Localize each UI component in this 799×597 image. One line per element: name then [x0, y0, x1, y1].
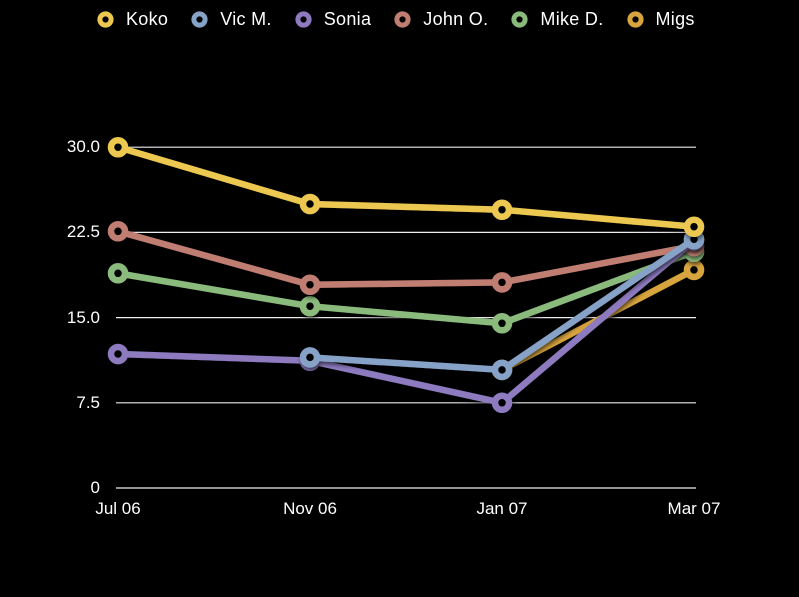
y-axis-label: 7.5 — [76, 393, 100, 412]
x-axis-label: Jan 07 — [476, 499, 528, 518]
chart-legend: Koko Vic M. Sonia John O. Mike D. Migs — [96, 6, 695, 32]
legend-item-john-o: John O. — [393, 9, 488, 30]
series-marker-icon — [295, 10, 312, 28]
data-point-marker-sonia — [107, 343, 129, 365]
data-point-marker-mike-d — [299, 295, 321, 317]
y-axis-label: 15.0 — [66, 308, 100, 327]
series-marker-icon — [511, 10, 529, 28]
series-marker-icon — [394, 10, 411, 28]
legend-label: Migs — [655, 8, 695, 29]
data-point-marker-john-o — [299, 274, 321, 295]
legend-item-koko: Koko — [96, 9, 168, 30]
series-marker-icon — [626, 10, 644, 28]
series-marker-icon — [97, 10, 114, 28]
data-point-marker-mike-d — [107, 263, 129, 284]
series-marker-icon — [191, 10, 208, 28]
data-point-marker-koko — [299, 193, 321, 215]
series-line-sonia — [114, 237, 698, 407]
data-point-marker-koko — [683, 216, 705, 237]
data-point-marker-koko — [107, 136, 129, 158]
data-point-marker-john-o — [491, 272, 513, 293]
legend-label: Koko — [126, 8, 169, 29]
data-point-marker-migs — [683, 259, 705, 281]
legend-item-migs: Migs — [626, 9, 695, 30]
series-vic-m — [299, 228, 705, 381]
legend-label: Sonia — [323, 8, 372, 29]
y-axis-label: 22.5 — [66, 222, 100, 241]
data-point-marker-mike-d — [491, 313, 513, 334]
x-axis-label: Nov 06 — [283, 499, 337, 518]
series-line-mike-d — [114, 248, 698, 327]
data-point-marker-koko — [491, 199, 513, 220]
data-point-marker-sonia — [491, 392, 513, 414]
data-point-marker-john-o — [107, 221, 129, 242]
x-axis-label: Mar 07 — [667, 499, 721, 518]
x-axis-label: Jul 06 — [95, 499, 141, 518]
legend-label: Mike D. — [540, 8, 604, 29]
legend-item-mike-d: Mike D. — [510, 9, 603, 30]
legend-item-vic-m: Vic M. — [190, 9, 271, 30]
legend-item-sonia: Sonia — [294, 9, 372, 30]
series-koko — [107, 136, 705, 237]
data-point-marker-vic-m — [491, 359, 513, 381]
legend-label: Vic M. — [220, 8, 272, 29]
series-line-koko — [114, 143, 698, 230]
series-line-john-o — [114, 228, 698, 288]
data-point-marker-vic-m — [299, 347, 321, 368]
y-axis-label: 30.0 — [66, 137, 100, 156]
legend-label: John O. — [423, 8, 489, 29]
y-axis-label: 0 — [90, 478, 100, 497]
